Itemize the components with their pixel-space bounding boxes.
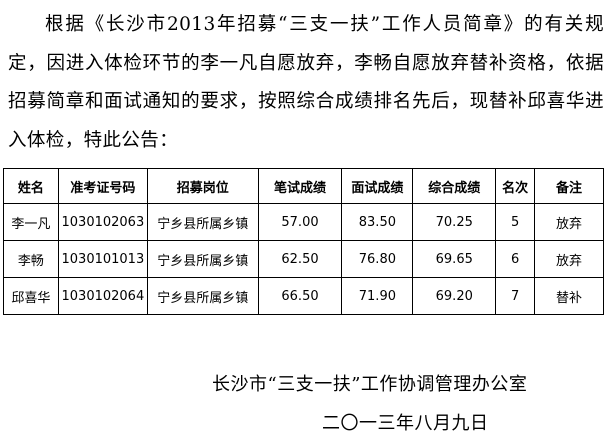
table-cell: 邱喜华 [3, 277, 59, 315]
column-header: 准考证号码 [57, 168, 148, 204]
table-cell: 1030102064 [57, 277, 148, 315]
table-cell: 1030101013 [57, 240, 148, 278]
table-row: 邱喜华 1030102064 宁乡县所属乡镇 66.50 71.90 69.20 7 替补 [3, 277, 604, 315]
table-cell: 70.25 [412, 203, 497, 241]
table-cell: 宁乡县所属乡镇 [146, 203, 259, 241]
issue-date: 二〇一三年八月九日 [322, 413, 489, 434]
table-cell: 7 [495, 277, 536, 315]
column-header: 招募岗位 [146, 168, 259, 204]
column-header: 综合成绩 [412, 168, 497, 204]
table-cell: 宁乡县所属乡镇 [146, 240, 259, 278]
table-row: 李一凡 1030102063 宁乡县所属乡镇 57.00 83.50 70.25 5 放弃 [3, 203, 604, 241]
table-cell: 71.90 [341, 277, 414, 315]
table-cell: 放弃 [534, 240, 604, 278]
table-cell: 1030102063 [57, 203, 148, 241]
table-cell: 李畅 [3, 240, 59, 278]
table-cell: 6 [495, 240, 536, 278]
table-header-row: 姓名 准考证号码 招募岗位 笔试成绩 面试成绩 综合成绩 名次 备注 [3, 168, 604, 204]
column-header: 笔试成绩 [257, 168, 343, 204]
table-cell: 66.50 [257, 277, 343, 315]
table-row: 李畅 1030101013 宁乡县所属乡镇 62.50 76.80 69.65 6 放弃 [3, 240, 604, 278]
table-cell: 76.80 [341, 240, 414, 278]
table-cell: 69.65 [412, 240, 497, 278]
column-header: 备注 [534, 168, 604, 204]
table-cell: 宁乡县所属乡镇 [146, 277, 259, 315]
results-table: 姓名 准考证号码 招募岗位 笔试成绩 面试成绩 综合成绩 名次 备注 李一凡 103010206… [3, 168, 604, 315]
table-cell: 替补 [534, 277, 604, 315]
table-cell: 57.00 [257, 203, 343, 241]
column-header: 姓名 [3, 168, 59, 204]
table-cell: 69.20 [412, 277, 497, 315]
table-cell: 62.50 [257, 240, 343, 278]
column-header: 名次 [495, 168, 536, 204]
table-cell: 放弃 [534, 203, 604, 241]
table-cell: 李一凡 [3, 203, 59, 241]
issuing-organization: 长沙市“三支一扶”工作协调管理办公室 [212, 374, 528, 395]
table-cell: 83.50 [341, 203, 414, 241]
table-cell: 5 [495, 203, 536, 241]
column-header: 面试成绩 [341, 168, 414, 204]
notice-paragraph: 根据《长沙市2013年招募“三支一扶”工作人员简章》的有关规定，因进入体检环节的… [8, 14, 604, 151]
